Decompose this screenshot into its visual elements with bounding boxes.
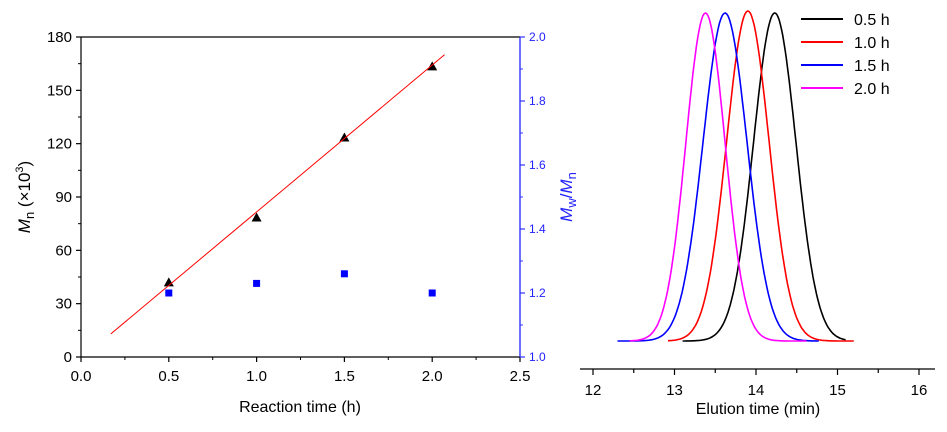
y2-tick-label: 1.8 — [529, 94, 546, 108]
x-axis-label-left: Reaction time (h) — [239, 399, 361, 416]
x-tick-label: 14 — [748, 382, 765, 399]
y2label-m1: M — [557, 207, 576, 222]
pdi-point-square — [428, 289, 436, 297]
fit-line — [110, 54, 445, 335]
mn-point-triangle — [339, 132, 350, 142]
mn-point-triangle — [251, 212, 262, 222]
y2label-slash: / — [557, 193, 576, 198]
ylabel-rest: (×10 — [15, 173, 34, 212]
y2-tick-label: 2.0 — [529, 30, 546, 44]
y-tick-label: 90 — [55, 189, 72, 206]
elution-curve — [668, 10, 854, 342]
x-tick-label: 13 — [666, 382, 683, 399]
legend-label: 1.5 h — [854, 58, 890, 75]
x-tick-label: 1.5 — [334, 368, 355, 385]
x-tick-label: 0.5 — [158, 368, 179, 385]
y-tick-label: 120 — [47, 136, 72, 153]
left-chart: 0.0 0.5 1.0 1.5 2.0 2.5 0 30 60 90 120 150 180 1.0 1… — [14, 29, 579, 416]
y2label-s2: n — [564, 172, 579, 179]
x-tick-label: 2.0 — [422, 368, 443, 385]
ylabel-close: ) — [15, 161, 34, 167]
legend-label: 0.5 h — [854, 12, 890, 29]
elution-curve — [629, 12, 807, 342]
y-axis-label-left: Mn (×103) — [14, 161, 37, 233]
y2label-s1: w — [564, 198, 579, 209]
pdi-point-square — [253, 279, 261, 287]
y2label-m2: M — [557, 179, 576, 194]
x-axis-label-right: Elution time (min) — [696, 401, 820, 418]
x-tick-label: 16 — [911, 382, 928, 399]
ylabel-sub: n — [22, 212, 37, 219]
y2-axis-label: Mw/Mn — [557, 172, 579, 222]
y-tick-label: 30 — [55, 296, 72, 313]
y-tick-label: 0 — [64, 349, 72, 366]
ylabel-main: M — [15, 218, 34, 233]
y2-tick-label: 1.2 — [529, 286, 546, 300]
mn-point-triangle — [163, 277, 174, 287]
x-tick-label: 15 — [829, 382, 846, 399]
right-chart: 12 13 14 15 16 0.5 h 1.0 h 1.5 h 2.0 h Elution … — [580, 10, 935, 418]
legend-label: 1.0 h — [854, 35, 890, 52]
legend-label: 2.0 h — [854, 81, 890, 98]
pdi-point-square — [165, 289, 173, 297]
elution-curve — [682, 12, 846, 342]
y2-tick-label: 1.0 — [529, 350, 546, 364]
y-tick-label: 60 — [55, 242, 72, 259]
x-tick-label: 0.0 — [71, 368, 92, 385]
x-tick-label: 2.5 — [510, 368, 531, 385]
y-tick-label: 150 — [47, 82, 72, 99]
x-tick-label: 1.0 — [246, 368, 267, 385]
y2-tick-label: 1.4 — [529, 222, 546, 236]
y-tick-label: 180 — [47, 29, 72, 46]
elution-curve — [617, 12, 819, 342]
ylabel-sup: 3 — [14, 166, 26, 172]
mn-point-triangle — [427, 61, 438, 71]
x-tick-label: 12 — [585, 382, 602, 399]
y2-tick-label: 1.6 — [529, 158, 546, 172]
pdi-point-square — [340, 270, 348, 278]
